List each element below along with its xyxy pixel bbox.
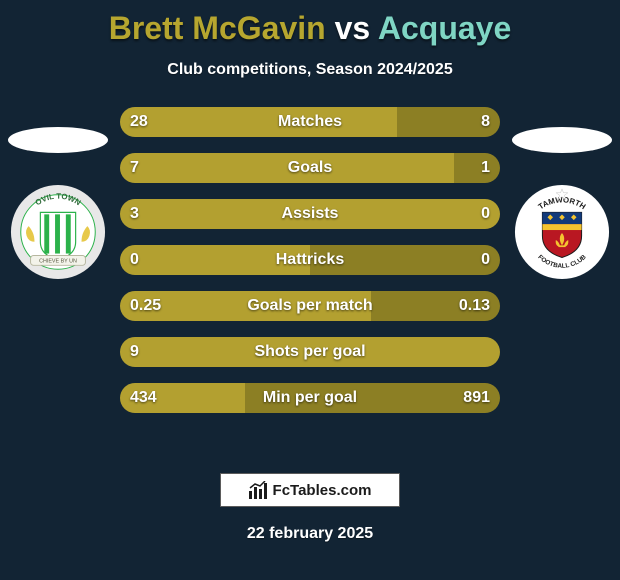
- fctables-chart-icon: [249, 481, 269, 499]
- stat-left-value: 3: [120, 199, 149, 229]
- stat-left-value: 434: [120, 383, 167, 413]
- team-right-badge-icon: TAMWORTH FOOTBALL CLUB: [513, 183, 611, 281]
- stat-row: 9Shots per goal: [120, 337, 500, 367]
- bar-left-segment: [120, 199, 500, 229]
- comparison-stage: OVIL TOWN CHIEVE BY UN TAMWORTH: [0, 107, 620, 467]
- footer-date: 22 february 2025: [0, 525, 620, 543]
- title-right: Acquaye: [378, 10, 511, 46]
- fctables-brand-text: FcTables.com: [273, 482, 372, 499]
- stat-row: 00Hattricks: [120, 245, 500, 275]
- stat-row: 288Matches: [120, 107, 500, 137]
- stat-right-value: 1: [471, 153, 500, 183]
- stat-right-value: 0.13: [449, 291, 500, 321]
- stat-row: 30Assists: [120, 199, 500, 229]
- bar-left-segment: [120, 337, 500, 367]
- team-right-crest-area: TAMWORTH FOOTBALL CLUB: [512, 127, 612, 281]
- title-vs: vs: [326, 10, 378, 46]
- stat-left-value: 7: [120, 153, 149, 183]
- stat-row: 434891Min per goal: [120, 383, 500, 413]
- photo-placeholder-left: [8, 127, 108, 153]
- page-title: Brett McGavin vs Acquaye: [0, 0, 620, 47]
- stat-left-value: 9: [120, 337, 149, 367]
- stat-right-value: 0: [471, 245, 500, 275]
- stat-row: 0.250.13Goals per match: [120, 291, 500, 321]
- bar-left-segment: [120, 153, 454, 183]
- stat-right-value: 891: [453, 383, 500, 413]
- stat-row: 71Goals: [120, 153, 500, 183]
- stat-right-value: [480, 337, 500, 367]
- bar-left-segment: [120, 107, 397, 137]
- stat-left-value: 28: [120, 107, 158, 137]
- photo-placeholder-right: [512, 127, 612, 153]
- title-left: Brett McGavin: [109, 10, 326, 46]
- team-left-badge-icon: OVIL TOWN CHIEVE BY UN: [9, 183, 107, 281]
- fctables-logo: FcTables.com: [220, 473, 400, 507]
- stat-left-value: 0: [120, 245, 149, 275]
- stat-right-value: 0: [471, 199, 500, 229]
- stat-left-value: 0.25: [120, 291, 171, 321]
- crest-left-scroll-text: CHIEVE BY UN: [39, 258, 77, 264]
- comparison-bars: 288Matches71Goals30Assists00Hattricks0.2…: [120, 107, 500, 429]
- stat-right-value: 8: [471, 107, 500, 137]
- subtitle: Club competitions, Season 2024/2025: [0, 61, 620, 79]
- team-left-crest-area: OVIL TOWN CHIEVE BY UN: [8, 127, 108, 281]
